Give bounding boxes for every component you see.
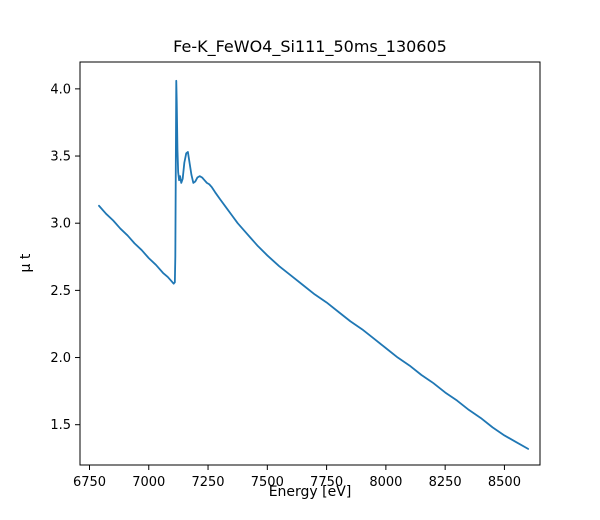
y-ticks: 1.5 2.0 2.5 3.0 3.5 4.0 [50,82,80,433]
x-ticks: 6750 7000 7250 7500 7750 8000 8250 8500 [73,465,521,490]
y-tick-label: 2.5 [50,284,71,299]
y-tick-label: 4.0 [50,82,71,97]
x-tick-label: 8500 [488,475,521,490]
x-tick-label: 7750 [310,475,343,490]
x-tick-label: 7500 [251,475,284,490]
x-tick-label: 6750 [73,475,106,490]
chart-title: Fe-K_FeWO4_Si111_50ms_130605 [173,37,447,57]
x-tick-label: 7000 [132,475,165,490]
plot-area [79,61,541,466]
data-line [98,79,530,450]
x-tick-label: 7250 [191,475,224,490]
x-tick-label: 8000 [369,475,402,490]
x-axis-label: Energy [eV] [269,484,352,500]
y-axis-label: μ t [18,253,34,272]
y-tick-label: 1.5 [50,418,71,433]
x-tick-label: 8250 [429,475,462,490]
y-tick-label: 3.5 [50,150,71,165]
y-tick-label: 2.0 [50,351,71,366]
y-tick-label: 3.0 [50,217,71,232]
